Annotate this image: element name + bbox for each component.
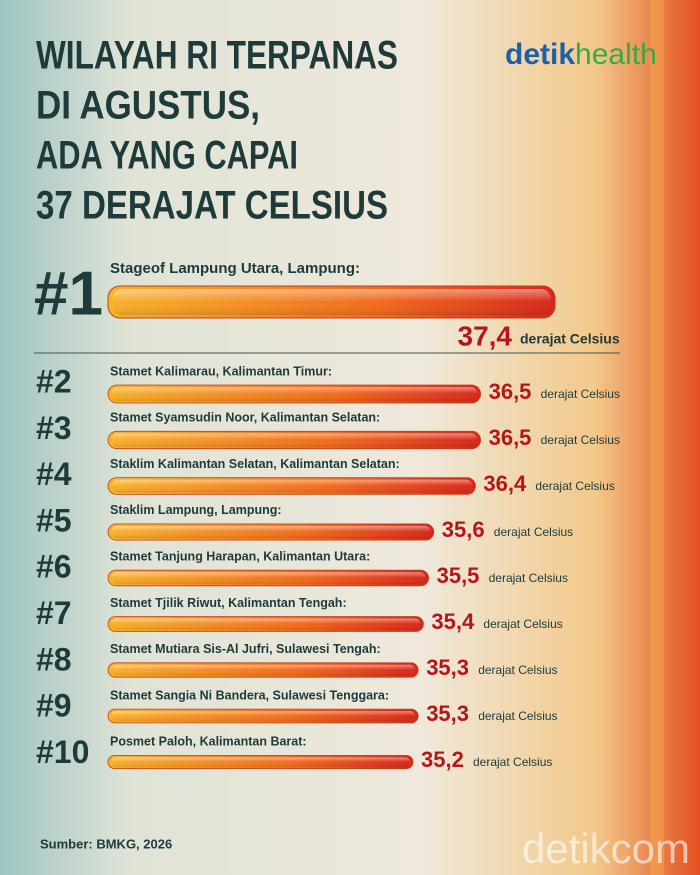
station-label: Stamet Tjilik Riwut, Kalimantan Tengah:	[110, 596, 347, 610]
value-label: 35,4	[431, 609, 475, 634]
title-line: DI AGUSTUS,	[36, 84, 260, 128]
station-label: Stamet Tanjung Harapan, Kalimantan Utara…	[110, 549, 370, 563]
bar-sheen	[111, 757, 410, 767]
rank: #8	[36, 641, 72, 677]
chart: WILAYAH RI TERPANAS DI AGUSTUS, ADA YANG C…	[34, 34, 690, 873]
title-line: WILAYAH RI TERPANAS	[36, 34, 398, 78]
station-label: Stamet Kalimarau, Kalimantan Timur:	[110, 364, 332, 378]
rank: #5	[36, 502, 72, 538]
value-label: 36,4	[483, 471, 527, 496]
value-label: 35,5	[437, 563, 480, 588]
unit-label: derajat Celsius	[520, 331, 620, 347]
bar-sheen	[111, 525, 431, 539]
bar-sheen	[112, 289, 551, 315]
value-label: 37,4	[458, 320, 513, 351]
bar-sheen	[111, 479, 473, 493]
rank: #10	[36, 734, 89, 770]
value-label: 36,5	[489, 379, 532, 404]
bar-sheen	[111, 711, 416, 721]
thermometer	[650, 0, 664, 875]
rank: #2	[36, 363, 72, 399]
bar-sheen	[111, 433, 478, 447]
brand: detikhealth	[505, 38, 657, 71]
station-label: Stamet Sangia Ni Bandera, Sulawesi Tengg…	[110, 688, 389, 702]
unit-label: derajat Celsius	[541, 387, 620, 401]
station-label: Stamet Mutiara Sis-Al Jufri, Sulawesi Te…	[110, 642, 381, 656]
station-label: Staklim Kalimantan Selatan, Kalimantan S…	[110, 457, 400, 471]
unit-label: derajat Celsius	[478, 663, 557, 677]
value-label: 35,6	[442, 517, 485, 542]
source: Sumber: BMKG, 2026	[40, 836, 172, 851]
value-label: 36,5	[489, 425, 532, 450]
rank: #4	[36, 456, 72, 492]
value-label: 35,2	[421, 747, 464, 772]
unit-label: derajat Celsius	[473, 755, 552, 769]
bar-sheen	[111, 664, 416, 676]
rank: #9	[36, 688, 72, 724]
station-label: Stageof Lampung Utara, Lampung:	[110, 260, 360, 277]
brand-suffix: health	[575, 38, 657, 71]
station-label: Posmet Paloh, Kalimantan Barat:	[110, 735, 307, 749]
watermark: detikcom	[522, 825, 690, 872]
station-label: Stamet Syamsudin Noor, Kalimantan Selata…	[110, 411, 380, 425]
unit-label: derajat Celsius	[494, 525, 573, 539]
station-label: Staklim Lampung, Lampung:	[110, 503, 282, 517]
bar-sheen	[111, 387, 478, 401]
brand-prefix: detik	[505, 38, 575, 71]
bar-sheen	[111, 618, 421, 630]
rank: #6	[36, 549, 72, 585]
value-label: 35,3	[426, 655, 469, 680]
unit-label: derajat Celsius	[535, 479, 614, 493]
rank: #7	[36, 595, 72, 631]
unit-label: derajat Celsius	[478, 709, 557, 723]
unit-label: derajat Celsius	[483, 617, 562, 631]
bar-sheen	[111, 572, 426, 584]
unit-label: derajat Celsius	[541, 433, 620, 447]
title-line: ADA YANG CAPAI	[36, 134, 298, 178]
rank: #1	[34, 259, 103, 328]
rank: #3	[36, 410, 72, 446]
value-label: 35,3	[426, 701, 469, 726]
title-line: 37 DERAJAT CELSIUS	[36, 184, 388, 228]
unit-label: derajat Celsius	[489, 571, 568, 585]
